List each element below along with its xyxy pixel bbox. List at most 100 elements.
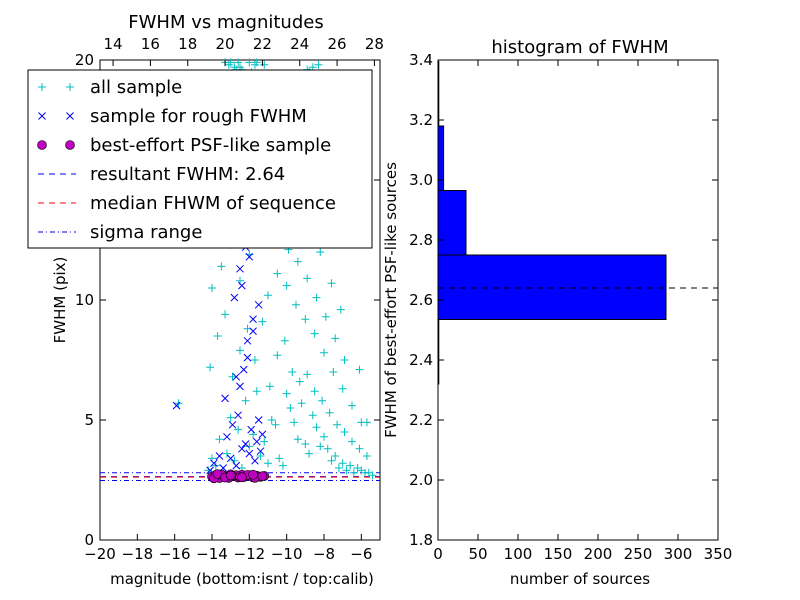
scatter-top-tick-label-2: 18 [178,35,197,53]
point-s1-0 [172,401,181,410]
point-s0-51 [250,356,259,364]
legend-entry-5: sigma range [38,222,202,243]
point-s0-24 [293,435,302,444]
legend-marker-a-2 [37,140,47,150]
hist-xtick-label-7: 350 [704,545,733,563]
point-s0-45 [206,363,215,372]
point-s0-97 [331,334,340,343]
hist-ytick-label-5: 2.8 [409,231,433,249]
point-s0-60 [318,396,327,405]
point-s1-35 [245,252,254,261]
point-s0-18 [271,420,280,429]
hist-xtick-label-1: 50 [468,545,487,563]
point-s0-28 [308,411,317,420]
point-s0-110 [327,279,336,288]
hist-ytick-label-7: 3.2 [409,111,433,129]
hist-ytick-label-6: 3.0 [409,171,433,189]
histogram-bar-0 [437,319,440,385]
point-s1-12 [239,365,248,374]
scatter-top-tick-label-0: 14 [104,35,123,53]
point-s0-23 [290,418,299,427]
point-s0-74 [273,269,282,278]
point-s2-29 [225,470,236,481]
point-s0-95 [312,293,321,302]
scatter-xtick-label-0: −20 [84,545,116,563]
point-s0-5 [222,449,231,458]
point-s0-152 [234,58,243,67]
hist-ytick-label-2: 2.2 [409,411,433,429]
point-s0-48 [228,372,237,381]
point-s0-94 [303,274,312,283]
point-s0-80 [329,368,338,376]
point-s0-14 [256,452,265,460]
legend-label-0: all sample [90,77,182,98]
legend-box [27,69,373,249]
hist-xtick-label-0: 0 [433,545,443,563]
point-s0-30 [316,442,325,451]
point-s0-15 [260,437,269,446]
histogram-ylabel: FWHM of best-effort PSF-like sources [382,162,400,438]
point-s0-6 [226,413,235,422]
legend-entries: all sample sample for rough FWHM best-effo… [37,77,336,243]
legend: all sample sample for rough FWHM best-effo… [27,69,373,249]
point-s0-73 [264,291,272,300]
hist-ytick-label-1: 2.0 [409,471,433,489]
point-s1-6 [226,454,235,463]
point-s0-81 [338,384,347,393]
point-s0-26 [301,440,310,448]
scatter-ytick-label-0: 0 [84,531,94,549]
point-s1-22 [258,430,267,439]
point-s0-98 [340,356,349,364]
point-s0-61 [325,408,334,417]
scatter-ytick-label-2: 10 [75,291,94,309]
point-s0-52 [258,317,267,326]
legend-marker-a-1 [38,112,46,120]
legend-entry-1: sample for rough FWHM [38,106,307,127]
point-s0-58 [303,370,312,379]
scatter-chart: −20−18−16−14−12−10−8−6051015201416182022… [27,12,384,588]
hist-xtick-label-6: 300 [664,545,693,563]
legend-marker-b-2 [65,140,75,150]
hist-ytick-label-4: 2.6 [409,291,433,309]
point-s0-27 [305,449,314,458]
point-s0-20 [278,461,287,470]
legend-label-2: best-effort PSF-like sample [90,135,331,156]
point-s1-8 [232,461,241,470]
point-s0-82 [348,401,356,410]
point-s1-5 [223,432,231,441]
point-s0-11 [245,442,254,451]
point-s1-29 [221,394,229,403]
legend-entry-0: all sample [38,77,182,98]
hist-ytick-label-0: 1.8 [409,531,433,549]
legend-marker-b-1 [66,112,74,120]
point-s1-2 [210,459,218,468]
point-s1-33 [254,300,263,309]
point-s0-46 [213,332,222,340]
point-s0-49 [236,346,244,355]
legend-label-5: sigma range [90,222,202,243]
scatter-xtick-label-5: −10 [271,545,303,563]
point-s0-76 [292,300,300,309]
point-s0-19 [275,454,284,463]
point-s0-79 [320,348,328,357]
point-s1-17 [249,315,257,324]
legend-marker-b-0 [66,83,74,91]
hist-ytick-label-3: 2.4 [409,351,433,369]
legend-entry-2: best-effort PSF-like sample [37,135,331,156]
point-s0-53 [265,382,274,391]
point-s0-62 [333,420,342,429]
point-s0-3 [215,435,224,444]
point-s0-75 [282,281,291,290]
point-s0-16 [264,459,272,468]
point-s0-64 [348,437,356,446]
scatter-top-tick-label-4: 22 [253,35,272,53]
point-s0-38 [346,461,355,470]
point-s1-19 [252,437,261,446]
hist-xtick-label-4: 200 [584,545,613,563]
point-s0-77 [301,315,310,324]
point-s0-32 [323,444,332,453]
point-s1-11 [238,444,246,453]
point-s2-30 [237,472,247,483]
scatter-ylabel: FWHM (pix) [51,257,69,344]
